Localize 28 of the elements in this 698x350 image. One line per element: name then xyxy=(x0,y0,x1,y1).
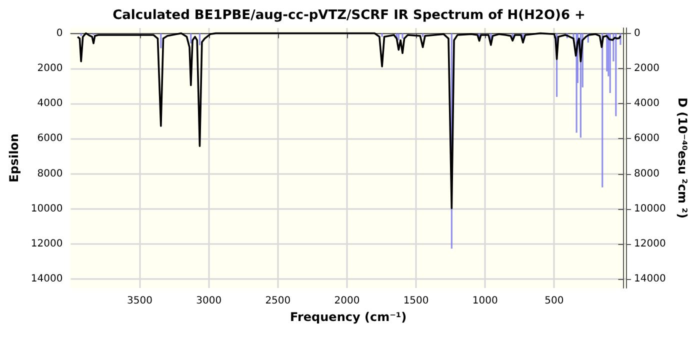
y2-axis-title: D (10⁻⁴⁰esu ²cm ²) xyxy=(676,98,690,218)
line-series xyxy=(76,32,622,210)
y-tick-label: 14000 xyxy=(30,274,63,285)
x-tick-label: 2500 xyxy=(265,296,291,306)
y-tick-label: 0 xyxy=(56,28,63,39)
x-tick-label: 3000 xyxy=(196,296,222,306)
y-tick-label: 4000 xyxy=(37,98,63,110)
y-tick-label: 2000 xyxy=(37,62,63,74)
chart-title: Calculated BE1PBE/aug-cc-pVTZ/SCRF IR Spectrum of H(H2O)6 + xyxy=(112,8,586,23)
y2-tick-label: 4000 xyxy=(634,98,660,110)
x-tick-label: 500 xyxy=(544,296,564,306)
y2-tick-label: 6000 xyxy=(634,133,660,144)
y-tick-label: 6000 xyxy=(37,133,63,144)
y2-tick-label: 14000 xyxy=(634,274,666,285)
y2-tick-label: 0 xyxy=(634,28,640,39)
y2-tick-label: 12000 xyxy=(634,238,666,250)
y-axis-title: Epsilon xyxy=(7,134,21,182)
x-tick-label: 3500 xyxy=(127,296,153,306)
y2-tick-label: 2000 xyxy=(634,62,660,74)
x-tick-label: 1500 xyxy=(403,296,429,306)
y2-tick-label: 10000 xyxy=(634,203,666,214)
x-tick-label: 1000 xyxy=(472,296,498,306)
y-tick-label: 8000 xyxy=(37,168,63,180)
y2-tick-label: 8000 xyxy=(634,168,660,180)
x-axis-title: Frequency (cm⁻¹) xyxy=(290,310,407,324)
x-tick-label: 2000 xyxy=(334,296,360,306)
y-tick-label: 12000 xyxy=(30,238,63,250)
y-tick-label: 10000 xyxy=(30,203,63,214)
